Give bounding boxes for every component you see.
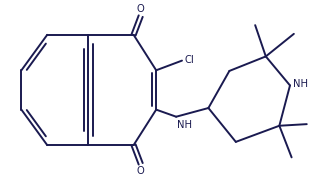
Text: NH: NH: [177, 120, 192, 130]
Text: O: O: [137, 166, 145, 176]
Text: NH: NH: [293, 79, 308, 90]
Text: Cl: Cl: [184, 55, 194, 65]
Text: O: O: [137, 4, 145, 14]
